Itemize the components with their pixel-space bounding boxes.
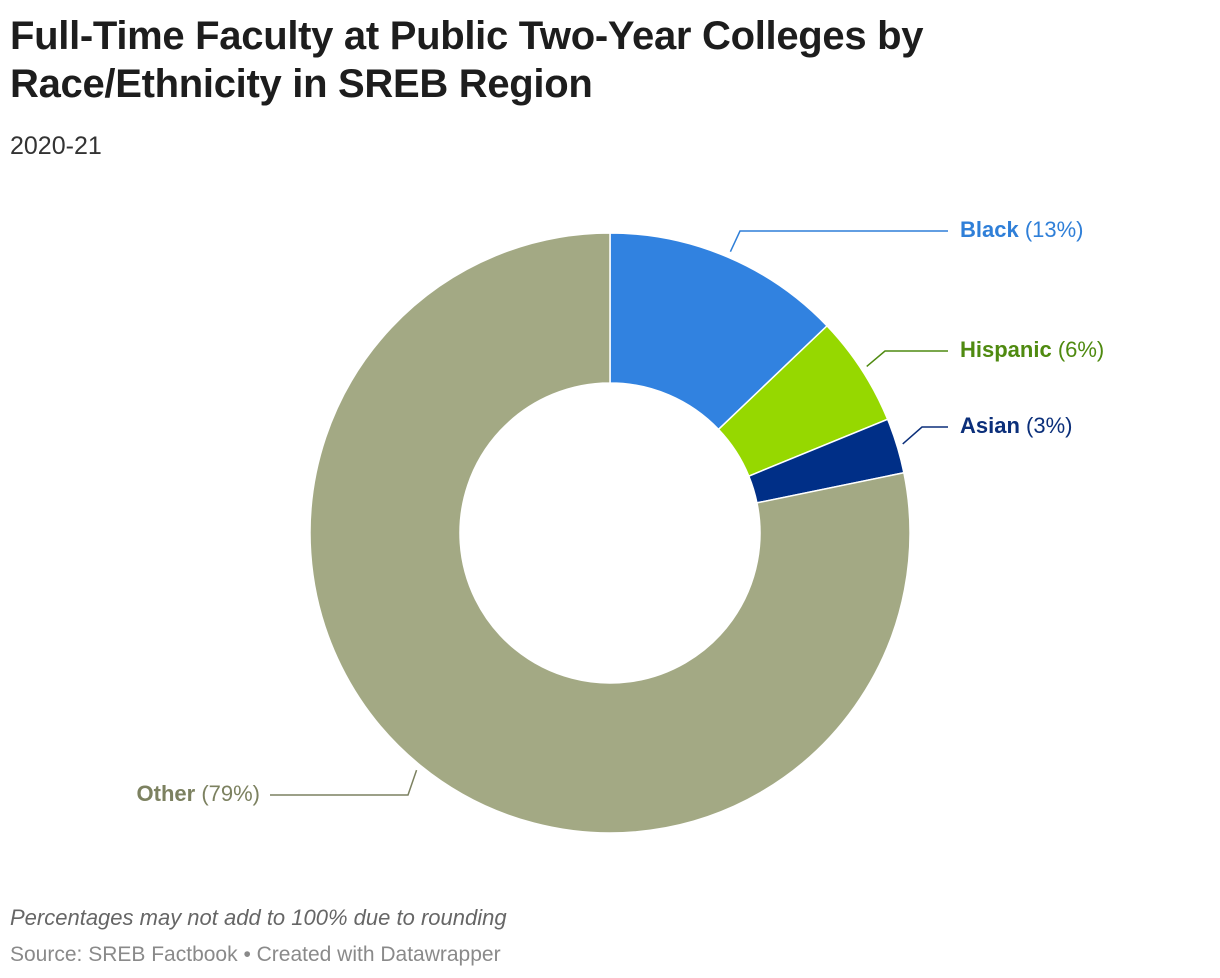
footnote: Percentages may not add to 100% due to r… xyxy=(10,905,507,930)
leader-line-other xyxy=(270,769,418,796)
leader-line-hispanic xyxy=(866,350,948,368)
slice-label-hispanic: Hispanic (6%) xyxy=(960,337,1104,362)
donut-chart: Black (13%) Hispanic (6%) Asian (3%) Other … xyxy=(137,217,1104,834)
slice-label-other: Other (79%) xyxy=(137,781,260,806)
leader-line-black xyxy=(729,230,948,252)
slice-label-asian: Asian (3%) xyxy=(960,413,1072,438)
slice-label-name: Hispanic xyxy=(960,337,1058,362)
slice-label-name: Black xyxy=(960,217,1025,242)
slice-label-black: Black (13%) xyxy=(960,217,1084,242)
slice-black xyxy=(609,232,829,431)
slice-label-value: (6%) xyxy=(1058,337,1104,362)
slice-label-name: Asian xyxy=(960,413,1026,438)
slice-label-value: (13%) xyxy=(1025,217,1084,242)
slice-label-value: (79%) xyxy=(201,781,260,806)
slice-other xyxy=(309,232,911,834)
chart-subtitle: 2020-21 xyxy=(10,132,102,160)
leader-line-asian xyxy=(902,426,948,445)
chart-title: Full-Time Faculty at Public Two-Year Col… xyxy=(10,14,924,106)
source-credit: Source: SREB Factbook • Created with Dat… xyxy=(10,943,501,966)
slice-label-value: (3%) xyxy=(1026,413,1072,438)
slice-label-name: Other xyxy=(137,781,202,806)
